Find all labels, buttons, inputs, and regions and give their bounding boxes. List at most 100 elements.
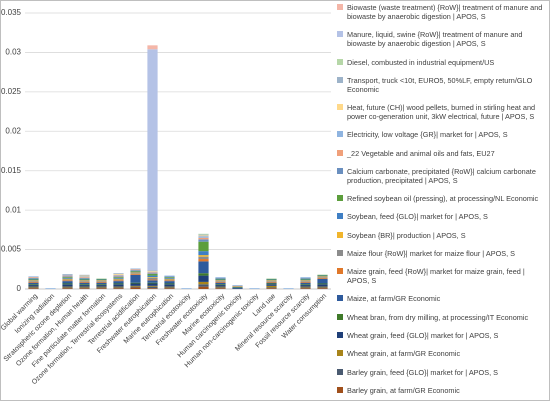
bar-segment (62, 284, 73, 287)
legend-label: Wheat grain, feed {GLO}| market for | AP… (347, 330, 499, 340)
bar-segment (62, 279, 73, 281)
bar-segment (28, 277, 39, 278)
legend-item: Heat, future (CH)| wood pellets, burned … (337, 103, 545, 121)
bar-segment (198, 281, 209, 285)
legend-label: Barley grain, at farm/GR Economic (347, 385, 460, 395)
bar-segment (113, 281, 124, 284)
bar-segment (266, 282, 277, 284)
bar-segment (113, 274, 124, 275)
bar-segment (317, 274, 328, 276)
legend-marker (337, 4, 343, 10)
bar-segment (96, 280, 107, 282)
y-tick-label: 0 (17, 284, 22, 293)
bar-segment (147, 275, 158, 278)
legend-marker (337, 350, 343, 357)
legend-marker (337, 76, 343, 83)
bar-segment (164, 288, 175, 289)
bar-segment (79, 280, 90, 282)
legend-label: Wheat grain, at farm/GR Economic (347, 349, 461, 359)
bar-segment (164, 283, 175, 285)
bar-segment (198, 275, 209, 282)
legend-marker (337, 249, 343, 256)
bar-segment (45, 288, 56, 289)
bar-segment (113, 283, 124, 285)
legend-label: Biowaste (waste treatment) {RoW}| treatm… (347, 3, 543, 21)
bar-segment (215, 285, 226, 287)
bar-segment (130, 274, 141, 283)
bar-segment (96, 281, 107, 282)
bar-segment (215, 279, 226, 281)
bar-segment (198, 236, 209, 238)
bar-segment (164, 277, 175, 279)
bar-segment (147, 274, 158, 276)
bar-segment (164, 281, 175, 284)
bar-segment (113, 276, 124, 278)
bar-segment (317, 287, 328, 289)
bar-segment (300, 288, 311, 289)
legend-marker (337, 368, 343, 375)
bar-segment (147, 282, 158, 284)
legend-label: Soybean, feed {GLO}| market for | APOS, … (347, 212, 488, 222)
bar-segment (79, 286, 90, 288)
legend-label: Maize, at farm/GR Economic (347, 294, 441, 304)
bar-segment (130, 285, 141, 287)
legend-marker (337, 167, 343, 174)
bar-segment (147, 272, 158, 274)
bar-segment (317, 284, 328, 287)
bar-segment (28, 285, 39, 287)
bar-segment (96, 284, 107, 286)
bar-segment (198, 255, 209, 257)
bar-segment (266, 281, 277, 283)
bar-segment (232, 288, 243, 289)
bar-segment (96, 282, 107, 285)
bar-segment (147, 286, 158, 289)
bar-segment (198, 233, 209, 235)
bar-segment (113, 278, 124, 280)
legend-item: Soybean {BR}| production | APOS, S (337, 231, 545, 240)
bar-segment (198, 261, 209, 274)
bar-segment (164, 284, 175, 287)
bar-segment (232, 286, 243, 288)
bar-segment (62, 288, 73, 289)
legend-marker (337, 386, 343, 393)
bar-segment (198, 284, 209, 287)
bar-segment (130, 274, 141, 275)
bar-segment (28, 276, 39, 278)
legend-item: Maize flour {RoW}| market for maize flou… (337, 249, 545, 258)
bar-segment (147, 270, 158, 272)
bar-segment (79, 277, 90, 279)
legend-label: Barley grain, feed {GLO}| market for | A… (347, 367, 499, 377)
bar-segment (79, 278, 90, 280)
legend-marker (337, 195, 343, 202)
bar-segment (300, 278, 311, 280)
bar-segment (79, 281, 90, 282)
bar-segment (79, 274, 90, 276)
bar-segment (198, 239, 209, 242)
bar-segment (181, 288, 192, 289)
bar-segment (164, 286, 175, 288)
bar-segment (198, 259, 209, 262)
bar-segment (164, 276, 175, 278)
bar-segment (164, 279, 175, 281)
legend-marker (337, 149, 343, 156)
legend-item: Wheat grain, feed {GLO}| market for | AP… (337, 331, 545, 340)
legend-item: Wheat bran, from dry milling, at process… (337, 313, 545, 322)
bar-segment (28, 286, 39, 288)
bar-segment (300, 280, 311, 282)
legend-marker (337, 295, 343, 302)
legend-marker (337, 104, 343, 111)
bar-segment (147, 49, 158, 271)
bar-segment (266, 287, 277, 289)
bar-segment (113, 279, 124, 281)
legend-label: Calcium carbonate, precipitated {RoW}| c… (347, 166, 536, 185)
bar-segment (130, 270, 141, 272)
bar-segment (62, 278, 73, 280)
legend-item: Barley grain, feed {GLO}| market for | A… (337, 368, 545, 377)
bar-segment (317, 275, 328, 277)
legend-marker (337, 268, 343, 275)
bar-segment (164, 280, 175, 282)
bar-segment (266, 283, 277, 285)
bar-segment (198, 286, 209, 289)
legend-item: Wheat grain, at farm/GR Economic (337, 349, 545, 358)
